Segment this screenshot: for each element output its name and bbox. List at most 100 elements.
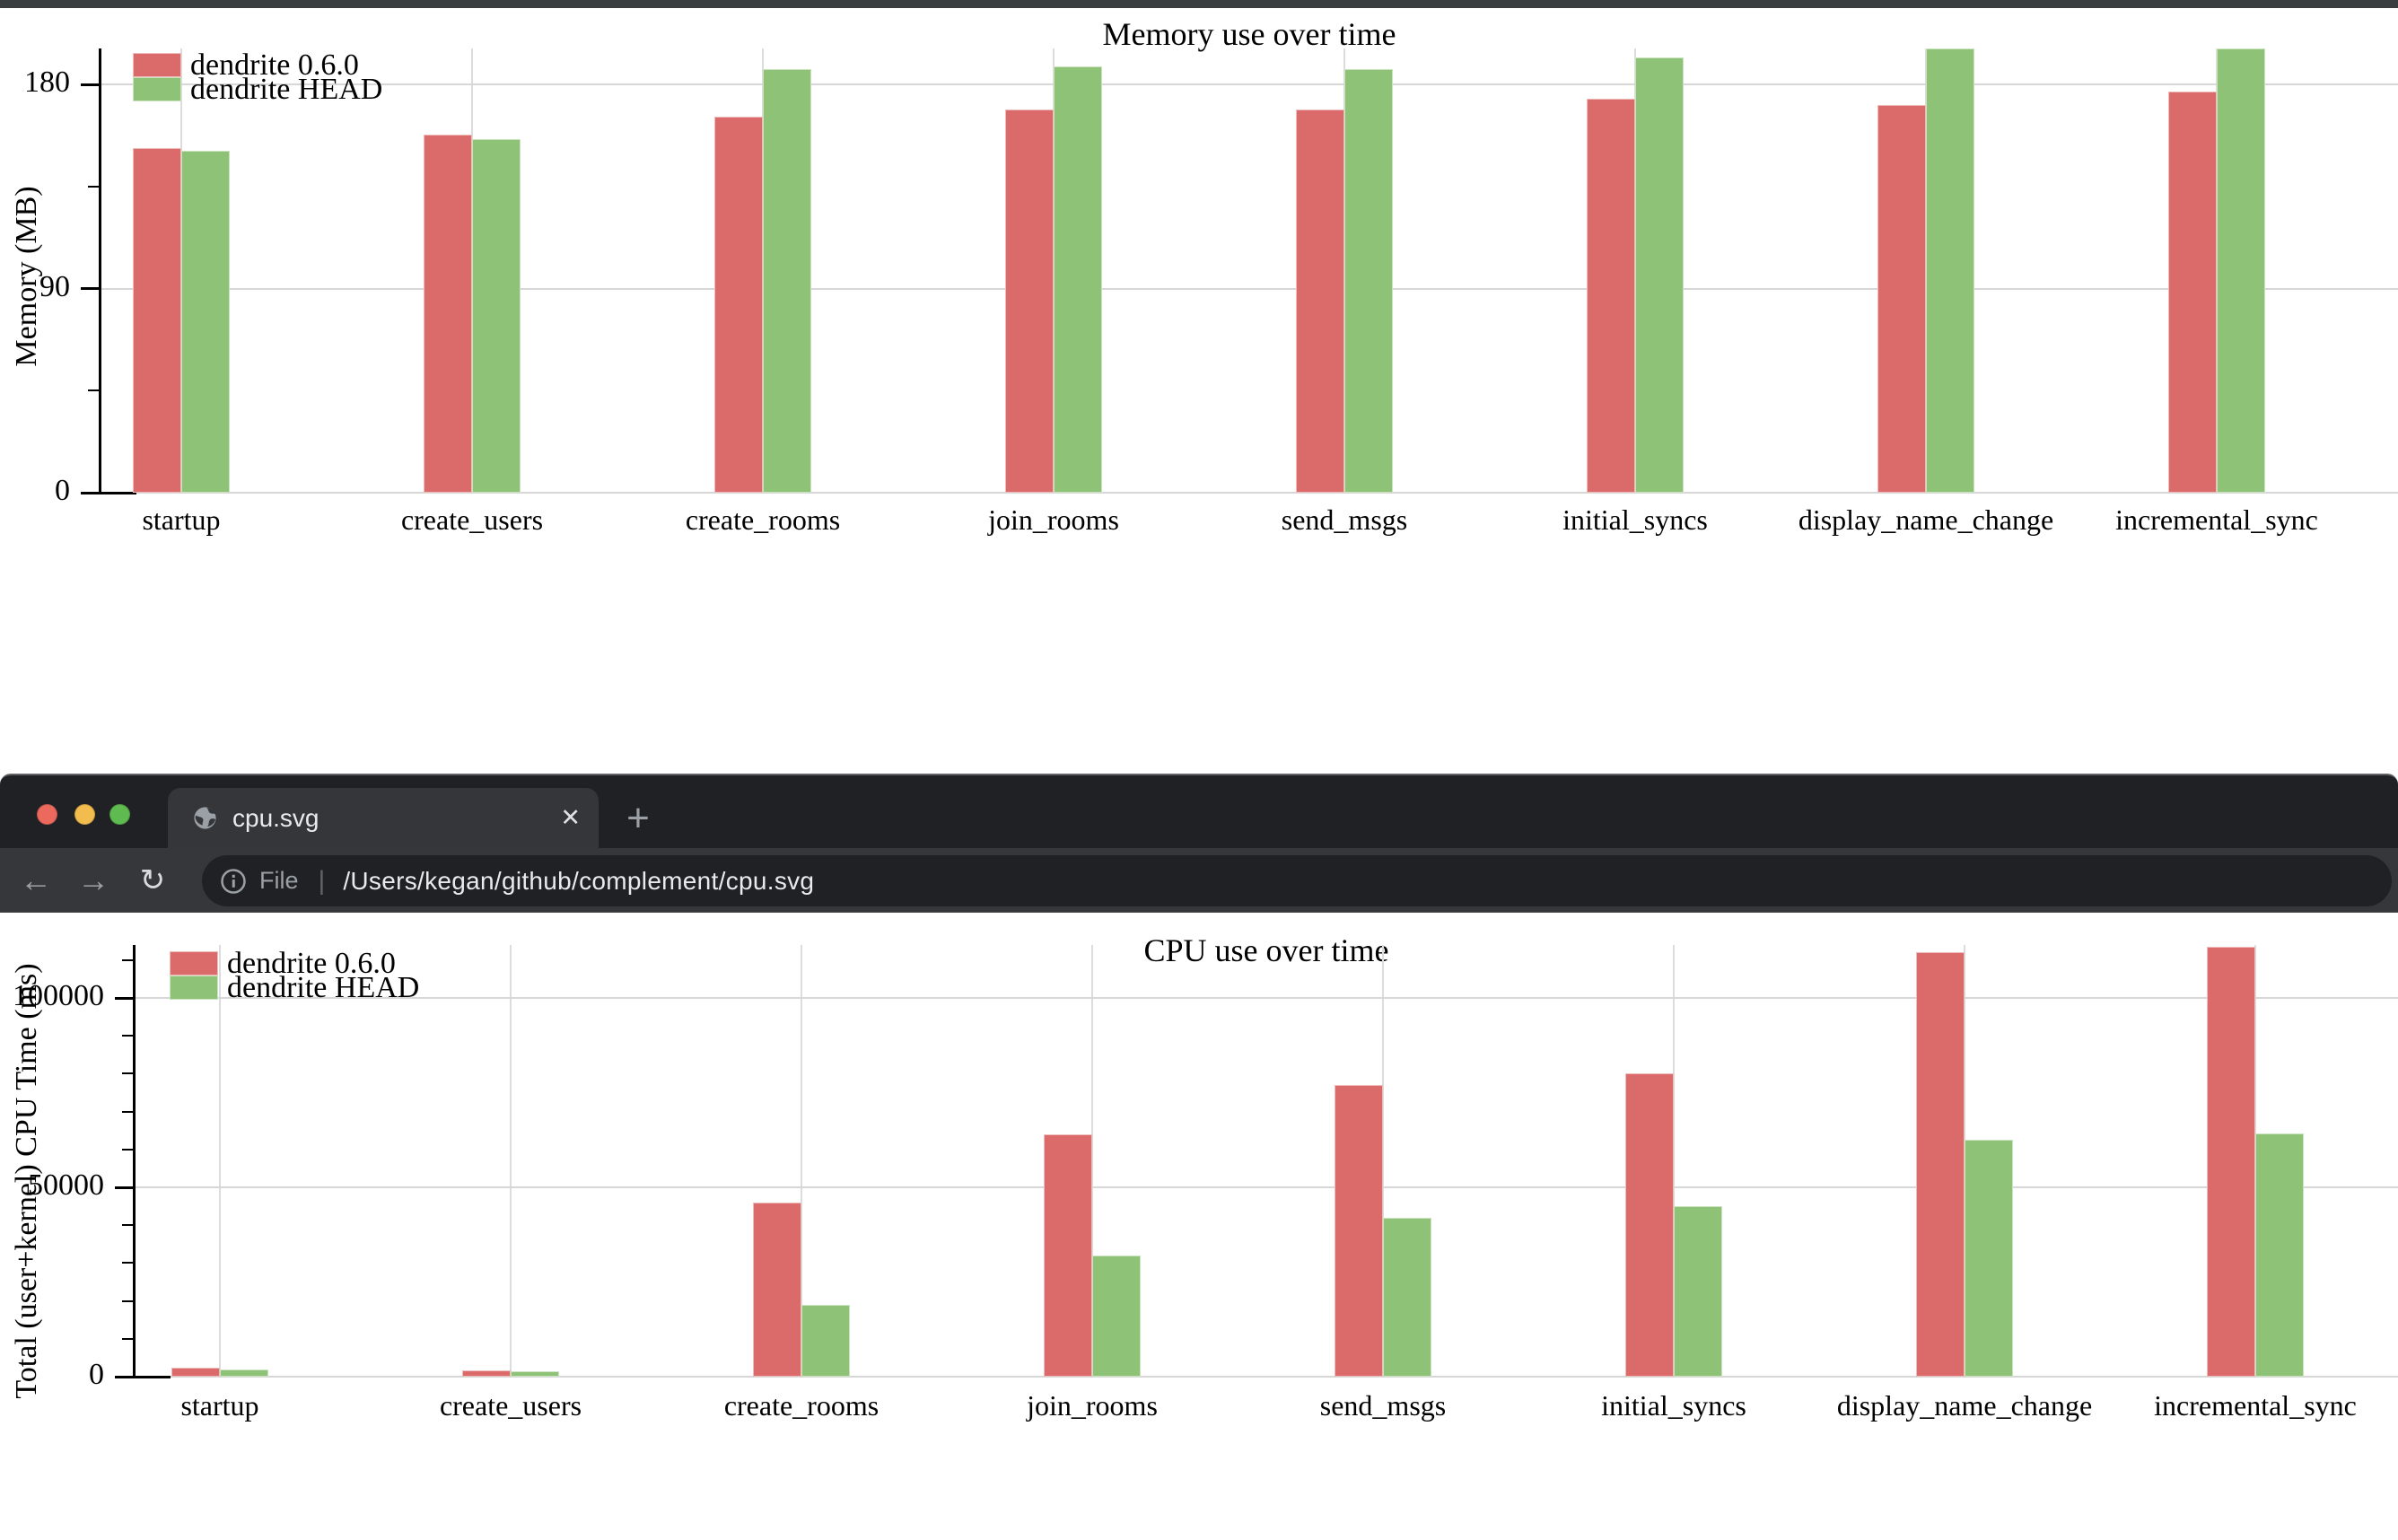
x-axis-category-label: send_msgs (1281, 503, 1408, 536)
bar-red (753, 1202, 801, 1377)
bar-red (462, 1370, 511, 1377)
gridline-vertical (510, 945, 512, 1377)
gridline-horizontal (135, 1186, 2398, 1189)
y-axis-tick-label: 0 (55, 474, 70, 507)
x-axis-category-label: send_msgs (1319, 1389, 1447, 1422)
bar-green (1965, 1140, 2013, 1377)
bar-green (220, 1369, 268, 1377)
bar-red (1587, 98, 1635, 493)
legend-label: dendrite HEAD (227, 971, 420, 1004)
bar-green (1926, 48, 1974, 493)
y-axis-tick-label: 100000 (13, 979, 104, 1013)
legend-swatch (170, 951, 218, 976)
x-axis-category-label: startup (180, 1389, 259, 1422)
minimize-window-button[interactable] (74, 804, 95, 825)
close-window-button[interactable] (37, 804, 57, 825)
y-axis-tick-label: 50000 (28, 1168, 104, 1203)
y-axis-minor-tick (88, 186, 99, 188)
x-axis-category-label: startup (142, 503, 221, 536)
back-icon[interactable]: ← (20, 861, 52, 898)
y-axis-tick-label: 0 (89, 1358, 104, 1391)
gridline-vertical (801, 945, 802, 1377)
url-bar[interactable]: File | /Users/kegan/github/complement/cp… (202, 855, 2392, 906)
y-axis-line (99, 48, 101, 494)
gridline-vertical (1382, 945, 1384, 1377)
bar-green (1054, 66, 1102, 493)
gridline-vertical (1091, 945, 1093, 1377)
gridline-horizontal (135, 997, 2398, 1000)
bar-red (1877, 105, 1926, 493)
bar-red (714, 116, 763, 493)
x-axis-category-label: display_name_change (1798, 503, 2054, 536)
x-axis-category-label: initial_syncs (1601, 1389, 1746, 1422)
gridline-vertical (219, 945, 221, 1377)
bar-red (1335, 1085, 1383, 1377)
memory-chart: Memory use over time Memory (MB) 0 90 180 sta… (0, 8, 2398, 774)
x-axis-category-label: incremental_sync (2154, 1389, 2357, 1422)
bar-red (2207, 946, 2255, 1377)
y-axis-minor-tick (122, 1148, 133, 1151)
y-axis-tick (115, 996, 133, 1000)
x-axis-category-label: create_users (439, 1389, 582, 1422)
bar-green (1383, 1217, 1431, 1377)
browser-tab[interactable]: cpu.svg ✕ (168, 788, 599, 848)
legend-label: dendrite 0.6.0 (190, 48, 359, 82)
new-tab-button[interactable]: + (626, 795, 650, 840)
x-axis-category-label: create_users (400, 503, 544, 536)
legend-label: dendrite 0.6.0 (227, 947, 396, 980)
y-axis-tick-label: 180 (24, 66, 70, 100)
info-icon[interactable] (220, 868, 247, 895)
gridline-horizontal (101, 83, 2398, 86)
zoom-window-button[interactable] (109, 804, 130, 825)
y-axis-tick (81, 287, 99, 291)
legend-swatch (170, 976, 218, 1000)
forward-icon[interactable]: → (77, 861, 109, 898)
gridline-vertical (1673, 945, 1675, 1377)
bar-green (181, 150, 230, 493)
bar-red (1296, 109, 1344, 493)
tab-strip: cpu.svg ✕ + (0, 775, 2398, 848)
top-window-edge (0, 0, 2398, 8)
bar-green (801, 1304, 850, 1377)
x-axis-category-label: initial_syncs (1562, 503, 1708, 536)
y-axis-minor-tick (122, 1072, 133, 1075)
y-axis-minor-tick (88, 389, 99, 392)
bar-red (424, 134, 472, 493)
bar-red (1005, 109, 1054, 493)
url-separator: | (318, 865, 326, 896)
tab-close-icon[interactable]: ✕ (560, 804, 581, 831)
y-axis-minor-tick (122, 1299, 133, 1302)
bar-green (511, 1370, 559, 1377)
y-axis-tick (81, 491, 99, 494)
bar-red (1916, 952, 1965, 1377)
bar-red (171, 1367, 220, 1377)
y-axis-minor-tick (122, 1337, 133, 1340)
tab-title: cpu.svg (232, 803, 319, 832)
browser-window-chrome: cpu.svg ✕ + ← → ↻ File | /Users/kegan/gi… (0, 774, 2398, 914)
y-axis-tick-label: 90 (39, 269, 70, 303)
reload-icon[interactable]: ↻ (139, 862, 166, 897)
bar-green (1092, 1255, 1141, 1377)
bar-green (2217, 48, 2265, 493)
bar-green (1635, 57, 1684, 493)
x-axis-line (101, 492, 2398, 494)
chart-title: CPU use over time (1143, 932, 1389, 968)
x-axis-category-label: create_rooms (685, 503, 841, 536)
y-axis-minor-tick (122, 1224, 133, 1227)
bar-green (1344, 68, 1393, 493)
chart-title: Memory use over time (1102, 16, 1396, 52)
x-axis-category-label: incremental_sync (2115, 503, 2318, 536)
browser-toolbar: ← → ↻ File | /Users/kegan/github/complem… (0, 848, 2398, 914)
bar-green (472, 139, 521, 493)
y-axis-minor-tick (122, 958, 133, 961)
url-text: /Users/kegan/github/complement/cpu.svg (343, 866, 815, 895)
x-axis-category-label: create_rooms (723, 1389, 880, 1422)
x-axis-category-label: join_rooms (1027, 1389, 1158, 1422)
gridline-horizontal (101, 287, 2398, 290)
bar-green (763, 68, 811, 493)
y-axis-tick (115, 1186, 133, 1189)
x-axis-category-label: display_name_change (1836, 1389, 2093, 1422)
globe-icon (192, 805, 218, 831)
bar-green (2255, 1133, 2304, 1377)
y-axis-minor-tick (122, 1262, 133, 1264)
